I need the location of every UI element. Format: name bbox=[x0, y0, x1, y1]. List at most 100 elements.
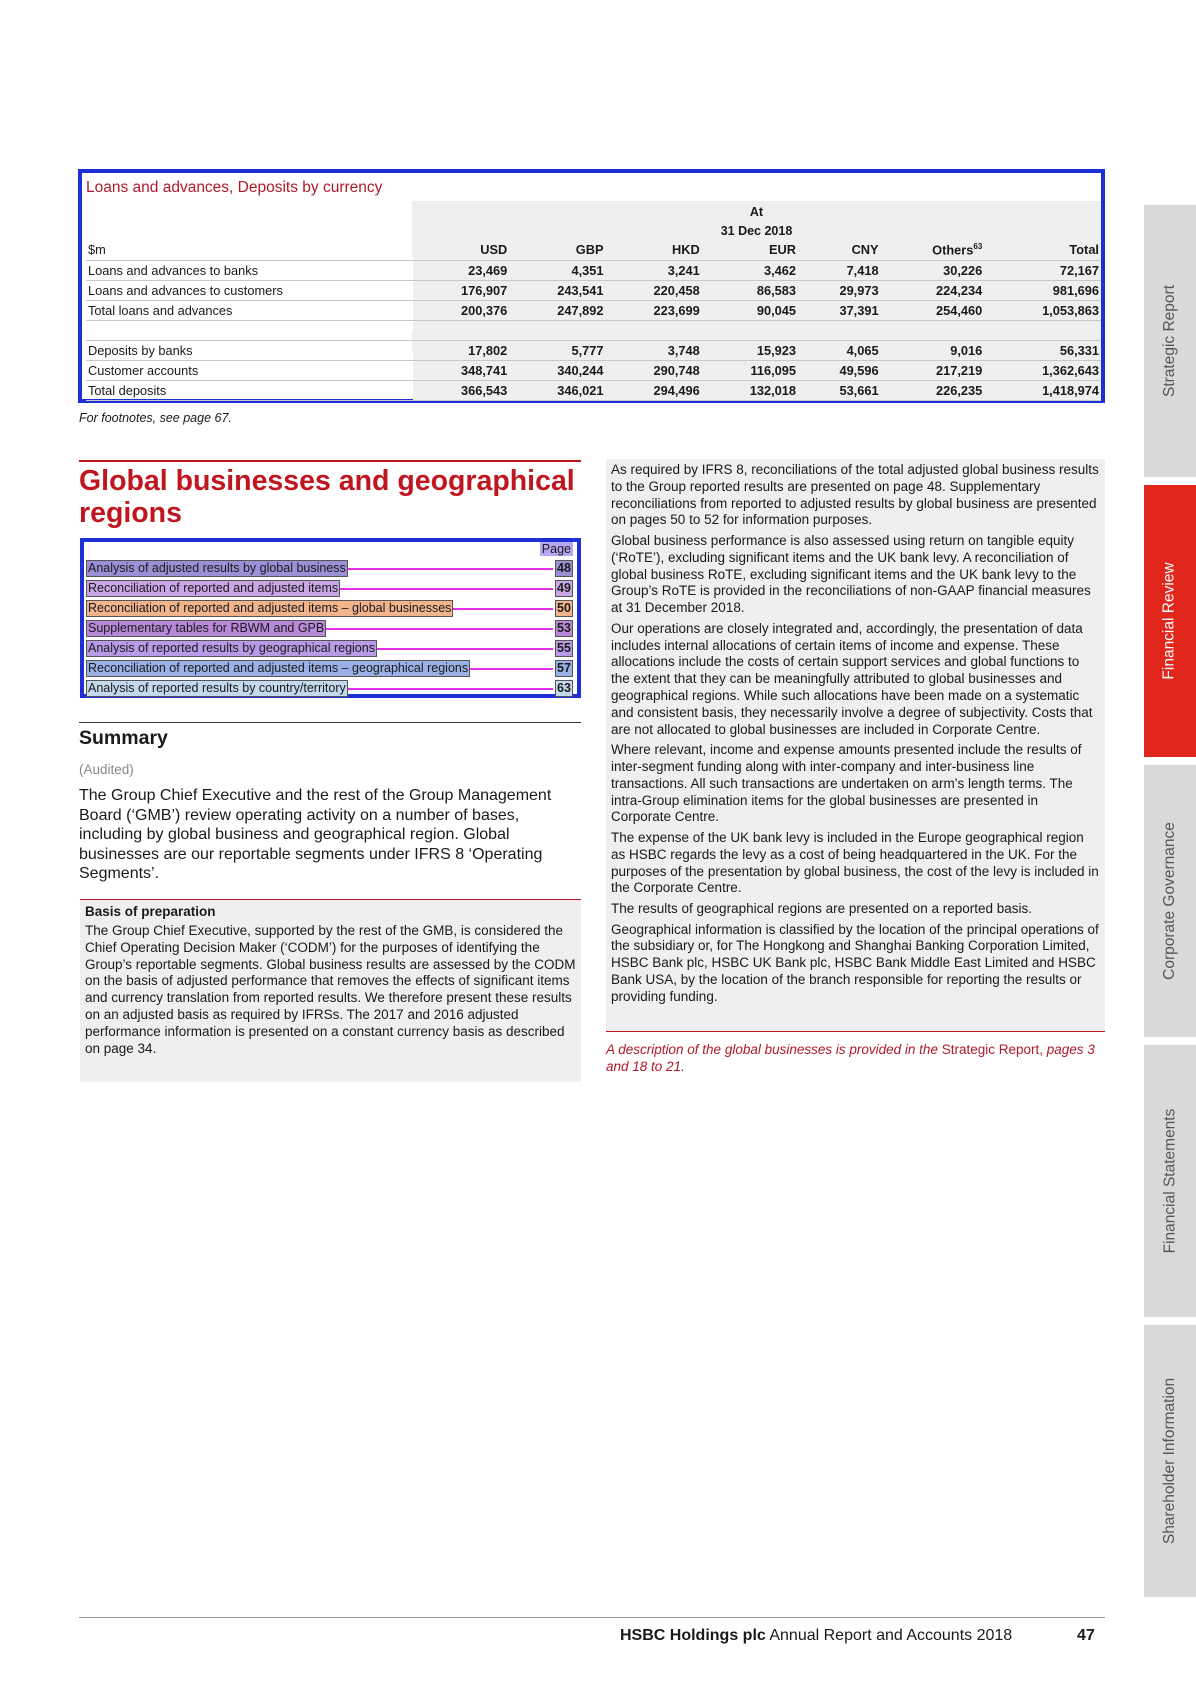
table-cell: 23,469 bbox=[413, 260, 510, 281]
table-cell: 5,777 bbox=[509, 340, 606, 361]
side-tab-shareholder-information[interactable]: Shareholder Information bbox=[1144, 1325, 1196, 1597]
side-tab-financial-statements[interactable]: Financial Statements bbox=[1144, 1045, 1196, 1317]
table-cell: 366,543 bbox=[413, 380, 510, 401]
table-cell: 981,696 bbox=[984, 280, 1101, 301]
table-cell: 29,973 bbox=[798, 280, 881, 301]
toc-item[interactable]: Reconciliation of reported and adjusted … bbox=[86, 659, 573, 677]
summary-rule bbox=[79, 722, 581, 723]
table-cell: 4,351 bbox=[509, 260, 606, 281]
toc-item-label: Analysis of reported results by country/… bbox=[86, 680, 348, 697]
table-cell: 223,699 bbox=[605, 300, 702, 321]
col-cny: CNY bbox=[798, 240, 881, 261]
toc-item[interactable]: Analysis of reported results by country/… bbox=[86, 679, 573, 697]
heading-rule bbox=[79, 460, 581, 462]
table-cell: 224,234 bbox=[880, 280, 985, 301]
col-gbp: GBP bbox=[509, 240, 606, 261]
toc-item-page: 49 bbox=[555, 580, 573, 597]
row-label: Total loans and advances bbox=[86, 300, 413, 321]
toc-item[interactable]: Analysis of reported results by geograph… bbox=[86, 639, 573, 657]
toc-item-label: Reconciliation of reported and adjusted … bbox=[86, 580, 341, 597]
table-footnote: For footnotes, see page 67. bbox=[79, 411, 232, 425]
toc-item-label: Analysis of reported results by geograph… bbox=[86, 640, 377, 657]
table-row: Total deposits 366,543 346,021 294,496 132,0… bbox=[86, 380, 1101, 401]
table-row: Loans and advances to banks 23,469 4,351 3,… bbox=[86, 260, 1101, 281]
table-spacer-row bbox=[86, 320, 1101, 341]
toc-item-page: 63 bbox=[555, 680, 573, 697]
basis-of-preparation-box: Basis of preparation The Group Chief Exe… bbox=[80, 899, 581, 1082]
table-cell: 53,661 bbox=[798, 380, 881, 401]
table-cell: 340,244 bbox=[509, 360, 606, 381]
summary-heading: Summary bbox=[79, 727, 168, 749]
footer-company: HSBC Holdings plc bbox=[620, 1627, 766, 1644]
table-cell: 86,583 bbox=[701, 280, 798, 301]
others-footnote-ref: 63 bbox=[973, 242, 983, 252]
toc-item-label: Supplementary tables for RBWM and GPB bbox=[86, 620, 327, 637]
spacer-cell bbox=[701, 320, 798, 341]
toc-item-page: 48 bbox=[555, 560, 573, 577]
toc-item-label: Analysis of adjusted results by global b… bbox=[86, 560, 348, 577]
toc-item[interactable]: Supplementary tables for RBWM and GPB 53 bbox=[86, 619, 573, 637]
spacer-cell bbox=[509, 320, 606, 341]
currency-table: $m USD GBP HKD EUR CNY Others63 Total Lo… bbox=[86, 240, 1101, 401]
col-total: Total bbox=[984, 240, 1101, 261]
right-paragraph: Global business performance is also asse… bbox=[611, 532, 1091, 616]
toc-item-label: Reconciliation of reported and adjusted … bbox=[86, 600, 454, 617]
table-cell: 116,095 bbox=[701, 360, 798, 381]
right-paragraph: The expense of the UK bank levy is inclu… bbox=[611, 829, 1099, 896]
row-label: Loans and advances to banks bbox=[86, 260, 413, 281]
row-label: Customer accounts bbox=[86, 360, 413, 381]
unit-label: $m bbox=[86, 240, 413, 261]
col-eur: EUR bbox=[701, 240, 798, 261]
toc-item[interactable]: Reconciliation of reported and adjusted … bbox=[86, 579, 573, 597]
toc-item[interactable]: Reconciliation of reported and adjusted … bbox=[86, 599, 573, 617]
table-cell: 7,418 bbox=[798, 260, 881, 281]
spacer-cell bbox=[798, 320, 881, 341]
table-cell: 1,418,974 bbox=[984, 380, 1101, 401]
side-tab-strategic-report[interactable]: Strategic Report bbox=[1144, 205, 1196, 477]
toc-item[interactable]: Analysis of adjusted results by global b… bbox=[86, 559, 573, 577]
toc-page-label: Page bbox=[539, 542, 573, 556]
table-cell: 294,496 bbox=[605, 380, 702, 401]
table-cell: 3,748 bbox=[605, 340, 702, 361]
table-cell: 217,219 bbox=[880, 360, 985, 381]
contents-box: Page Analysis of adjusted results by glo… bbox=[80, 538, 581, 698]
side-tab-label: Financial Review bbox=[1161, 562, 1179, 680]
footer-title: HSBC Holdings plc Annual Report and Acco… bbox=[620, 1627, 1012, 1645]
strategic-report-link[interactable]: Strategic Report, bbox=[941, 1042, 1043, 1057]
table-cell: 254,460 bbox=[880, 300, 985, 321]
table-cell: 226,235 bbox=[880, 380, 985, 401]
section-heading: Global businesses and geographical regio… bbox=[79, 465, 575, 529]
toc-item-page: 57 bbox=[555, 660, 573, 677]
table-title: Loans and advances, Deposits by currency bbox=[86, 179, 383, 196]
col-hkd: HKD bbox=[605, 240, 702, 261]
table-cell: 1,053,863 bbox=[984, 300, 1101, 321]
right-paragraph: Where relevant, income and expense amoun… bbox=[611, 742, 1082, 825]
side-tab-label: Strategic Report bbox=[1161, 285, 1178, 397]
footer-rule bbox=[79, 1617, 1105, 1618]
right-paragraph: Geographical information is classified b… bbox=[611, 921, 1099, 1004]
row-label: Deposits by banks bbox=[86, 340, 413, 361]
table-cell: 37,391 bbox=[798, 300, 881, 321]
table-cell: 56,331 bbox=[984, 340, 1101, 361]
side-tab-financial-review[interactable]: Financial Review bbox=[1144, 485, 1196, 757]
footer-report: Annual Report and Accounts 2018 bbox=[765, 1627, 1013, 1644]
table-cell: 348,741 bbox=[413, 360, 510, 381]
table-cell: 90,045 bbox=[701, 300, 798, 321]
spacer-cell bbox=[86, 320, 413, 341]
side-tab-corporate-governance[interactable]: Corporate Governance bbox=[1144, 765, 1196, 1037]
page-number: 47 bbox=[1077, 1627, 1095, 1644]
table-date-label: 31 Dec 2018 bbox=[720, 224, 793, 238]
table-header-row: $m USD GBP HKD EUR CNY Others63 Total bbox=[86, 240, 1101, 261]
side-tab-label: Corporate Governance bbox=[1161, 822, 1179, 980]
right-paragraph: As required by IFRS 8, reconciliations o… bbox=[611, 462, 1099, 528]
table-cell: 30,226 bbox=[880, 260, 985, 281]
table-row: Total loans and advances 200,376 247,892 22… bbox=[86, 300, 1101, 321]
summary-paragraph: The Group Chief Executive and the rest o… bbox=[79, 787, 552, 882]
spacer-cell bbox=[880, 320, 985, 341]
audited-label: (Audited) bbox=[79, 762, 134, 777]
table-cell: 243,541 bbox=[509, 280, 606, 301]
table-row: Customer accounts 348,741 340,244 290,748 11… bbox=[86, 360, 1101, 381]
toc-item-label: Reconciliation of reported and adjusted … bbox=[86, 660, 471, 677]
table-cell: 290,748 bbox=[605, 360, 702, 381]
spacer-cell bbox=[413, 320, 510, 341]
